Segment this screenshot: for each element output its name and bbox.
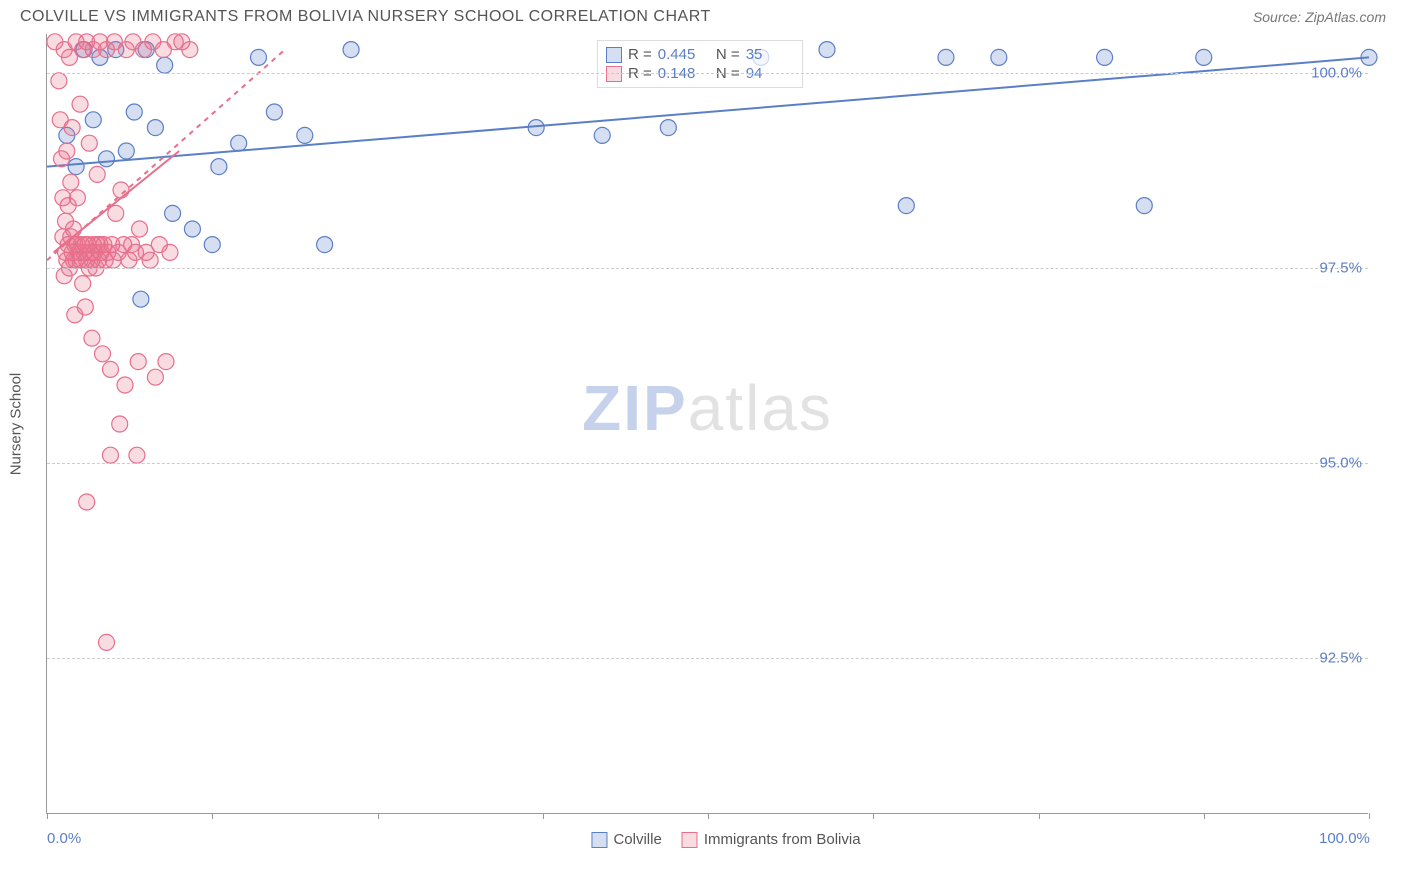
data-point (117, 377, 133, 393)
x-tick (873, 813, 874, 819)
data-point (147, 120, 163, 136)
data-point (184, 221, 200, 237)
data-point (95, 346, 111, 362)
x-tick-label: 0.0% (47, 830, 81, 847)
data-point (129, 447, 145, 463)
data-point (343, 42, 359, 58)
x-tick (543, 813, 544, 819)
data-point (297, 127, 313, 143)
legend-swatch-colville (591, 832, 607, 848)
chart-title: COLVILLE VS IMMIGRANTS FROM BOLIVIA NURS… (20, 8, 711, 26)
data-point (142, 252, 158, 268)
data-point (938, 49, 954, 65)
x-tick (212, 813, 213, 819)
data-point (594, 127, 610, 143)
y-tick-label: 95.0% (1319, 455, 1362, 472)
data-point (317, 237, 333, 253)
data-point (1136, 198, 1152, 214)
legend-swatch-bolivia (682, 832, 698, 848)
data-point (81, 135, 97, 151)
data-point (69, 190, 85, 206)
data-point (1097, 49, 1113, 65)
y-axis-label: Nursery School (8, 373, 25, 476)
legend-item-colville: Colville (591, 831, 661, 848)
gridline-h (47, 73, 1368, 74)
data-point (182, 42, 198, 58)
stats-legend-box: R = 0.445 N = 35 R = 0.148 N = 94 (597, 40, 803, 88)
data-point (108, 205, 124, 221)
bottom-legend: Colville Immigrants from Bolivia (591, 831, 860, 848)
data-point (51, 73, 67, 89)
data-point (98, 634, 114, 650)
data-point (211, 159, 227, 175)
data-point (84, 330, 100, 346)
data-point (132, 221, 148, 237)
data-point (89, 166, 105, 182)
gridline-h (47, 658, 1368, 659)
stats-row-colville: R = 0.445 N = 35 (606, 45, 794, 64)
gridline-h (47, 268, 1368, 269)
data-point (102, 361, 118, 377)
gridline-h (47, 463, 1368, 464)
n-value-colville: 35 (746, 46, 794, 63)
x-tick-label: 100.0% (1319, 830, 1370, 847)
data-point (118, 143, 134, 159)
data-point (660, 120, 676, 136)
data-point (72, 96, 88, 112)
data-point (65, 221, 81, 237)
data-point (126, 104, 142, 120)
data-point (102, 447, 118, 463)
data-point (79, 494, 95, 510)
n-label: N = (712, 46, 740, 63)
data-point (85, 112, 101, 128)
data-point (898, 198, 914, 214)
x-tick (1369, 813, 1370, 819)
data-point (204, 237, 220, 253)
data-point (1196, 49, 1212, 65)
data-point (266, 104, 282, 120)
plot-area: ZIPatlas R = 0.445 N = 35 R = 0.148 N = … (46, 34, 1368, 814)
data-point (77, 299, 93, 315)
data-point (63, 174, 79, 190)
data-point (528, 120, 544, 136)
data-point (112, 416, 128, 432)
data-point (251, 49, 267, 65)
r-value-colville: 0.445 (658, 46, 706, 63)
data-point (133, 291, 149, 307)
x-tick (708, 813, 709, 819)
data-point (147, 369, 163, 385)
swatch-colville (606, 47, 622, 63)
data-point (991, 49, 1007, 65)
y-tick-label: 100.0% (1311, 65, 1362, 82)
data-point (59, 143, 75, 159)
data-point (1361, 49, 1377, 65)
data-point (64, 120, 80, 136)
data-point (68, 159, 84, 175)
r-label: R = (628, 46, 652, 63)
data-point (162, 244, 178, 260)
data-point (819, 42, 835, 58)
data-point (231, 135, 247, 151)
data-point (98, 151, 114, 167)
data-point (165, 205, 181, 221)
x-tick (47, 813, 48, 819)
data-point (157, 57, 173, 73)
chart-source: Source: ZipAtlas.com (1253, 9, 1386, 25)
legend-label-colville: Colville (613, 831, 661, 848)
data-point (158, 354, 174, 370)
chart-header: COLVILLE VS IMMIGRANTS FROM BOLIVIA NURS… (0, 0, 1406, 30)
legend-label-bolivia: Immigrants from Bolivia (704, 831, 861, 848)
data-point (113, 182, 129, 198)
chart-container: Nursery School ZIPatlas R = 0.445 N = 35… (46, 34, 1406, 814)
legend-item-bolivia: Immigrants from Bolivia (682, 831, 861, 848)
x-tick (1204, 813, 1205, 819)
x-tick (1039, 813, 1040, 819)
y-tick-label: 97.5% (1319, 260, 1362, 277)
data-point (75, 276, 91, 292)
x-tick (378, 813, 379, 819)
y-tick-label: 92.5% (1319, 650, 1362, 667)
scatter-svg (47, 34, 1368, 813)
data-point (130, 354, 146, 370)
